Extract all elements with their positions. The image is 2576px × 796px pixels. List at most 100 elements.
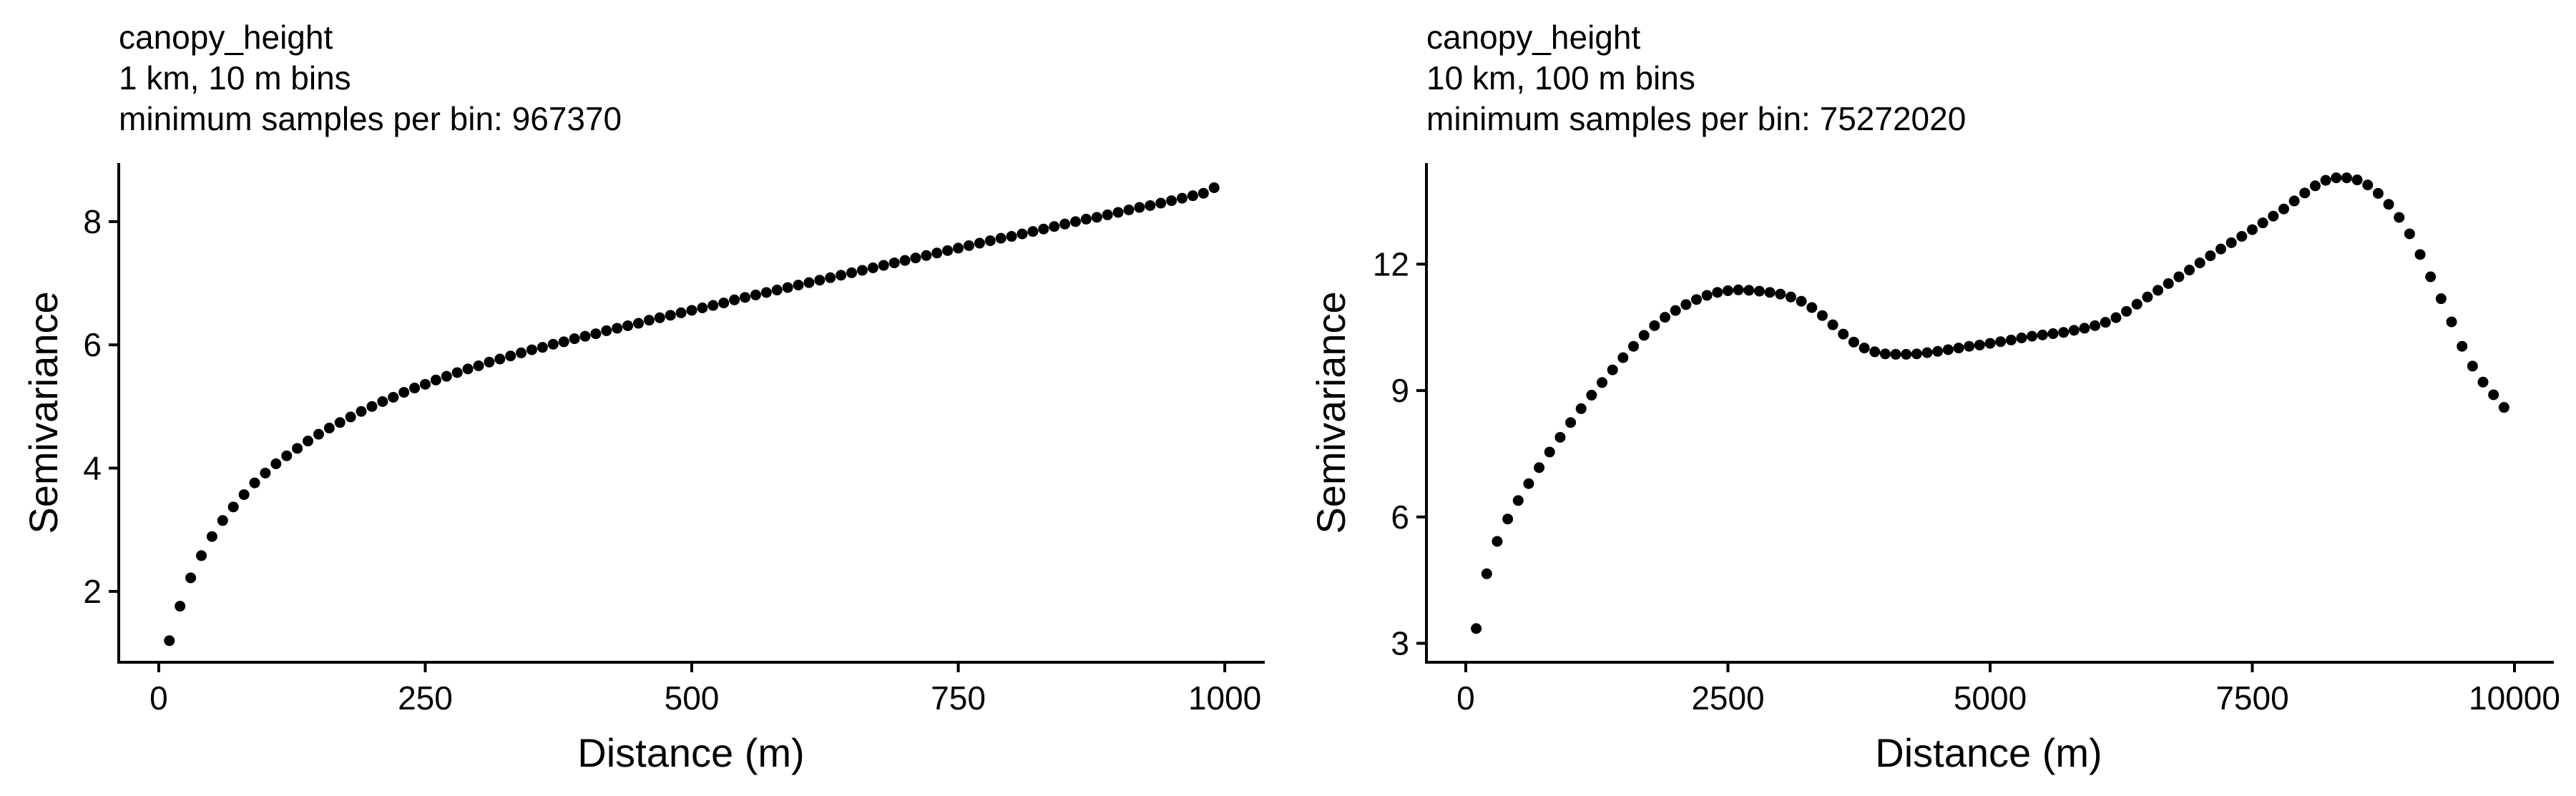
panel-2-data-point	[2100, 317, 2111, 328]
panel-1-data-point	[760, 287, 772, 298]
panel-2-data-point	[1565, 417, 1577, 428]
panel-1-data-point	[1145, 200, 1156, 211]
panel-2-data-point	[1575, 403, 1587, 414]
panel-1-data-point	[856, 265, 868, 276]
panel-2-data-point	[2205, 250, 2216, 262]
panel-2-data-point	[2351, 175, 2363, 186]
panel-1-data-point	[974, 237, 985, 249]
panel-1-data-point	[569, 333, 580, 345]
panel-1-title-line-3: minimum samples per bin: 967370	[119, 100, 622, 137]
panel-1-data-point	[260, 467, 271, 478]
panel-2-data-point	[2362, 180, 2374, 191]
panel-2-data-point	[1984, 338, 1996, 349]
panel-2-data-point	[2047, 328, 2059, 340]
panel-2-data-point	[2435, 293, 2447, 305]
panel-2-y-tick-label: 3	[1391, 624, 1409, 662]
panel-1-data-point	[227, 501, 239, 513]
panel-1-data-point	[836, 270, 847, 281]
panel-1-data-point	[281, 450, 293, 461]
panel-1-data-point	[238, 489, 250, 501]
panel-1-data-point	[1091, 212, 1102, 223]
panel-2-data-point	[2184, 265, 2195, 276]
panel-1-data-point	[409, 383, 421, 394]
panel-2-data-point	[2215, 243, 2227, 255]
panel-1-data-point	[547, 338, 559, 350]
panel-1-data-point	[388, 391, 399, 403]
panel-1-data-point	[899, 255, 911, 266]
panel-1-data-point	[1187, 190, 1198, 202]
panel-2-data-point	[1649, 320, 1660, 331]
panel-1-data-point	[590, 328, 602, 340]
panel-1: canopy_height 1 km, 10 m bins minimum sa…	[21, 19, 1265, 775]
panel-1-data-point	[217, 515, 228, 526]
panel-1-data-point	[462, 363, 474, 375]
panel-1-data-point	[206, 531, 217, 542]
panel-2-data-point	[1953, 343, 1964, 354]
panel-2-data-point	[1701, 290, 1713, 301]
panel-1-data-point	[771, 285, 783, 296]
panel-2-y-tick-label: 12	[1373, 245, 1409, 282]
panel-1-data-point	[345, 411, 356, 423]
panel-2-data-point	[1638, 330, 1650, 341]
panel-1-x-tick-label: 500	[665, 679, 720, 717]
panel-2-data-point	[1858, 343, 1870, 354]
panel-1-y-tick-label: 8	[83, 203, 102, 240]
panel-1-data-point	[1038, 223, 1049, 235]
panel-1-data-point	[707, 300, 719, 311]
panel-1-data-point	[793, 280, 804, 291]
panel-1-data-point	[323, 423, 335, 434]
panel-2-data-point	[2194, 257, 2205, 269]
panel-1-data-point	[1155, 197, 1167, 209]
panel-1-title-line-1: canopy_height	[119, 19, 333, 56]
panel-1-title-line-2: 1 km, 10 m bins	[119, 59, 351, 97]
panel-2-data-point	[1628, 340, 1640, 352]
panel-1-data-point	[398, 387, 410, 398]
panel-2-data-point	[1471, 623, 1482, 634]
panel-1-data-point	[1102, 209, 1113, 220]
panel-1-data-point	[1069, 216, 1081, 227]
panel-2: canopy_height 10 km, 100 m bins minimum …	[1308, 19, 2560, 775]
panel-1-y-tick-label: 4	[83, 450, 102, 487]
panel-1-data-point	[995, 232, 1007, 244]
panel-2-data-point	[2404, 228, 2415, 240]
panel-2-data-point	[2068, 325, 2080, 336]
panel-1-data-point	[441, 370, 452, 382]
panel-1-data-point	[1027, 226, 1039, 237]
panel-1-data-point	[1208, 182, 1220, 193]
panel-1-data-point	[910, 252, 921, 264]
panel-1-data-point	[366, 401, 378, 412]
panel-2-data-point	[1806, 302, 1818, 313]
panel-1-x-tick-label: 0	[150, 679, 168, 717]
panel-2-data-point	[1879, 348, 1891, 360]
panel-2-data-point	[1733, 284, 1744, 295]
panel-1-data-point	[185, 572, 197, 584]
panel-2-data-point	[2058, 327, 2070, 338]
panel-2-data-point	[2225, 237, 2237, 248]
panel-1-data-point	[963, 240, 974, 251]
panel-1-data-point	[825, 272, 836, 283]
panel-2-data-point	[1775, 288, 1786, 300]
panel-2-data-point	[1534, 462, 1545, 473]
panel-2-data-point	[1617, 352, 1629, 363]
panel-2-data-point	[2110, 312, 2122, 323]
panel-1-data-point	[195, 550, 207, 561]
panel-2-data-point	[2131, 298, 2142, 310]
panel-2-data-point	[1838, 328, 1849, 340]
panel-1-data-point	[473, 360, 484, 372]
panel-1-data-point	[675, 307, 687, 318]
panel-1-data-point	[931, 247, 943, 259]
panel-1-data-point	[654, 312, 665, 323]
panel-1-data-point	[579, 330, 591, 342]
panel-1-data-point	[334, 417, 346, 428]
panel-2-data-point	[1964, 340, 1975, 352]
panel-1-data-point	[1017, 228, 1028, 240]
panel-2-data-point	[2414, 249, 2426, 260]
panel-1-data-point	[718, 298, 730, 309]
panel-2-data-point	[2142, 291, 2153, 303]
panel-1-x-tick-label: 750	[931, 679, 986, 717]
panel-1-data-point	[632, 318, 644, 329]
panel-1-data-point	[782, 282, 793, 293]
panel-2-data-point	[1869, 346, 1881, 358]
panel-2-x-axis-title: Distance (m)	[1875, 730, 2102, 775]
